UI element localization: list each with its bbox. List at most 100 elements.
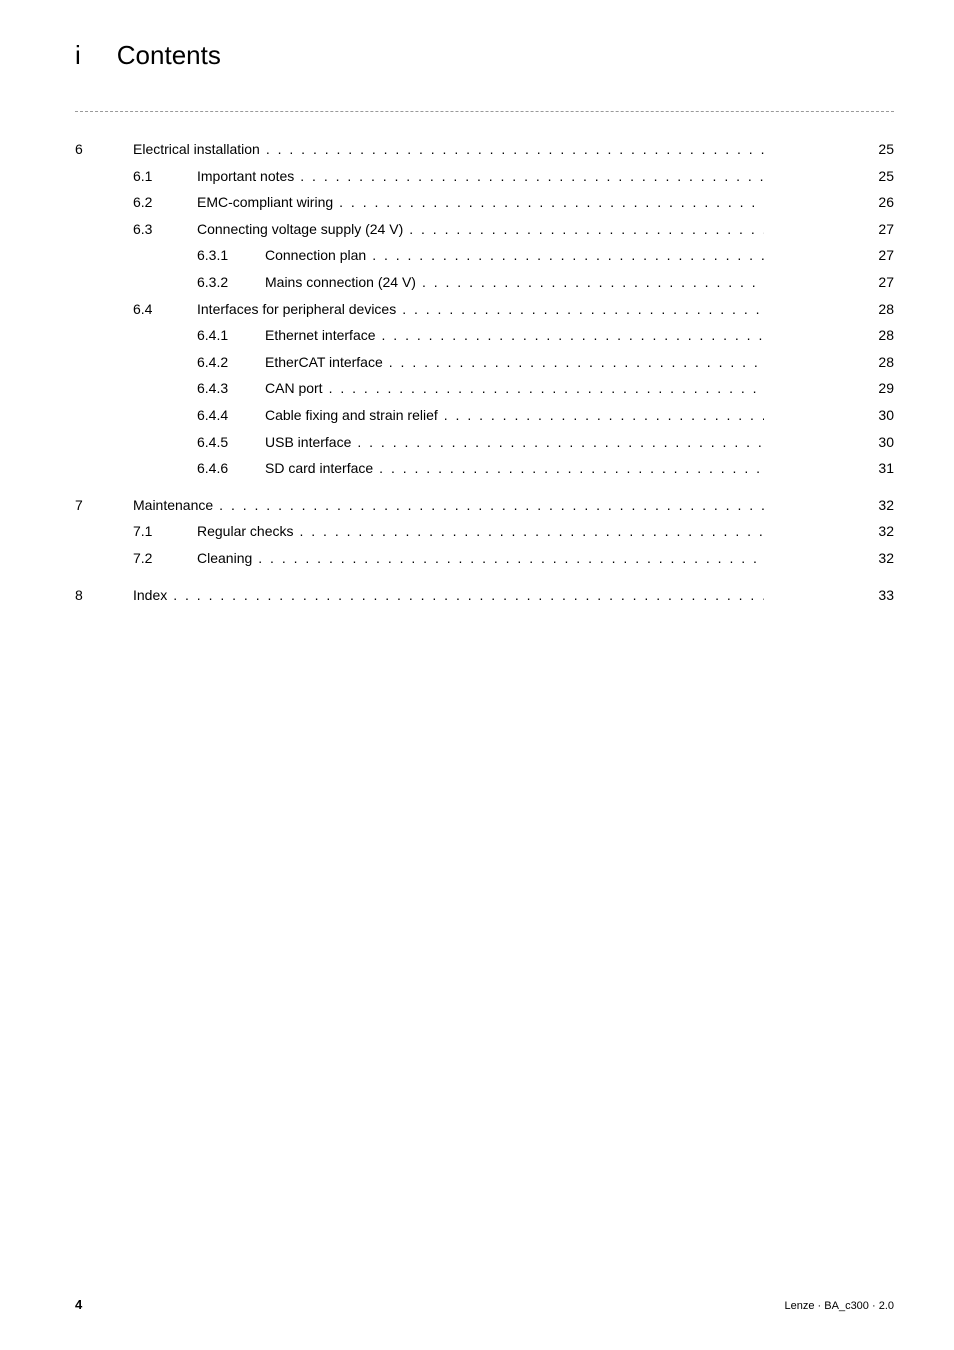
toc-subsection-number: 6.4.2 <box>197 349 265 376</box>
toc-chapter-number: 8 <box>75 582 133 609</box>
toc-subsection-number: 6.4.1 <box>197 322 265 349</box>
toc-leader-dots <box>260 136 764 163</box>
toc-title-cell: USB interface <box>265 429 764 456</box>
toc-row: 6.3.1Connection plan 27 <box>75 242 894 269</box>
table-of-contents: 6Electrical installation256.1Important n… <box>75 136 894 608</box>
toc-leader-dots <box>366 242 764 269</box>
toc-leader-dots <box>294 518 765 545</box>
header-marker: i <box>75 40 81 71</box>
toc-leader-dots <box>351 429 764 456</box>
toc-row: 6.4.3CAN port 29 <box>75 375 894 402</box>
toc-leader-dots <box>213 492 764 519</box>
toc-page-number: 28 <box>864 322 894 349</box>
page-header: i Contents <box>75 40 894 71</box>
toc-row: 6.1Important notes 25 <box>75 163 894 190</box>
toc-leader-dots <box>252 545 764 572</box>
toc-page-number: 27 <box>864 216 894 243</box>
toc-chapter-number: 6 <box>75 136 133 163</box>
toc-page-number: 30 <box>864 402 894 429</box>
toc-title-cell: EMC-compliant wiring <box>197 189 764 216</box>
toc-leader-dots <box>294 163 764 190</box>
toc-section-number: 7.1 <box>133 518 197 545</box>
toc-title-cell: EtherCAT interface <box>265 349 764 376</box>
toc-entry-title: Maintenance <box>133 492 213 519</box>
toc-entry-title: CAN port <box>265 375 323 402</box>
toc-subsection-number: 6.3.1 <box>197 242 265 269</box>
toc-title-cell: Connection plan <box>265 242 764 269</box>
toc-row: 7.2Cleaning 32 <box>75 545 894 572</box>
toc-row: 6.4.4Cable fixing and strain relief 30 <box>75 402 894 429</box>
footer-doc-info: Lenze · BA_c300 · 2.0 <box>785 1300 894 1312</box>
toc-title-cell: Regular checks <box>197 518 764 545</box>
toc-page-number: 33 <box>864 582 894 609</box>
toc-entry-title: Connection plan <box>265 242 366 269</box>
toc-page-number: 32 <box>864 545 894 572</box>
toc-leader-dots <box>167 582 764 609</box>
toc-page-number: 27 <box>864 242 894 269</box>
toc-row: 6.3Connecting voltage supply (24 V) 27 <box>75 216 894 243</box>
toc-page-number: 32 <box>864 518 894 545</box>
toc-row: 6.4.6SD card interface 31 <box>75 455 894 482</box>
toc-page-number: 32 <box>864 492 894 519</box>
toc-page-number: 25 <box>864 163 894 190</box>
separator-line <box>75 111 894 112</box>
toc-entry-title: Ethernet interface <box>265 322 376 349</box>
toc-leader-dots <box>396 296 764 323</box>
toc-page-number: 31 <box>864 455 894 482</box>
toc-row: 6.2EMC-compliant wiring 26 <box>75 189 894 216</box>
toc-title-cell: Mains connection (24 V) <box>265 269 764 296</box>
toc-title-cell: CAN port <box>265 375 764 402</box>
toc-gap <box>75 482 894 492</box>
toc-leader-dots <box>323 375 764 402</box>
toc-row: 6.4.2EtherCAT interface 28 <box>75 349 894 376</box>
toc-subsection-number: 6.4.3 <box>197 375 265 402</box>
toc-entry-title: Electrical installation <box>133 136 260 163</box>
toc-subsection-number: 6.4.4 <box>197 402 265 429</box>
toc-page-number: 28 <box>864 349 894 376</box>
toc-entry-title: Interfaces for peripheral devices <box>197 296 396 323</box>
toc-title-cell: Important notes <box>197 163 764 190</box>
toc-title-cell: Ethernet interface <box>265 322 764 349</box>
toc-entry-title: Important notes <box>197 163 294 190</box>
toc-row: 6.3.2Mains connection (24 V) 27 <box>75 269 894 296</box>
toc-entry-title: Connecting voltage supply (24 V) <box>197 216 403 243</box>
toc-page-number: 30 <box>864 429 894 456</box>
toc-subsection-number: 6.3.2 <box>197 269 265 296</box>
toc-entry-title: Mains connection (24 V) <box>265 269 416 296</box>
toc-row: 6.4.5USB interface30 <box>75 429 894 456</box>
toc-entry-title: SD card interface <box>265 455 373 482</box>
toc-section-number: 6.1 <box>133 163 197 190</box>
toc-leader-dots <box>438 402 764 429</box>
toc-row: 8Index 33 <box>75 582 894 609</box>
toc-entry-title: EMC-compliant wiring <box>197 189 333 216</box>
toc-leader-dots <box>383 349 764 376</box>
toc-leader-dots <box>376 322 764 349</box>
toc-page-number: 26 <box>864 189 894 216</box>
toc-title-cell: Maintenance <box>133 492 764 519</box>
toc-row: 6.4Interfaces for peripheral devices28 <box>75 296 894 323</box>
toc-title-cell: Interfaces for peripheral devices <box>197 296 764 323</box>
toc-leader-dots <box>333 189 764 216</box>
toc-page-number: 28 <box>864 296 894 323</box>
toc-section-number: 6.2 <box>133 189 197 216</box>
toc-entry-title: Cable fixing and strain relief <box>265 402 438 429</box>
toc-subsection-number: 6.4.6 <box>197 455 265 482</box>
toc-section-number: 6.3 <box>133 216 197 243</box>
toc-title-cell: SD card interface <box>265 455 764 482</box>
toc-entry-title: Cleaning <box>197 545 252 572</box>
toc-row: 7.1Regular checks 32 <box>75 518 894 545</box>
toc-entry-title: Index <box>133 582 167 609</box>
toc-title-cell: Electrical installation <box>133 136 764 163</box>
toc-gap <box>75 572 894 582</box>
toc-page-number: 27 <box>864 269 894 296</box>
toc-page-number: 29 <box>864 375 894 402</box>
toc-leader-dots <box>403 216 764 243</box>
toc-entry-title: USB interface <box>265 429 351 456</box>
toc-title-cell: Index <box>133 582 764 609</box>
toc-title-cell: Connecting voltage supply (24 V) <box>197 216 764 243</box>
toc-section-number: 7.2 <box>133 545 197 572</box>
toc-row: 6Electrical installation25 <box>75 136 894 163</box>
toc-row: 7Maintenance32 <box>75 492 894 519</box>
toc-leader-dots <box>416 269 764 296</box>
footer-page-number: 4 <box>75 1297 82 1312</box>
